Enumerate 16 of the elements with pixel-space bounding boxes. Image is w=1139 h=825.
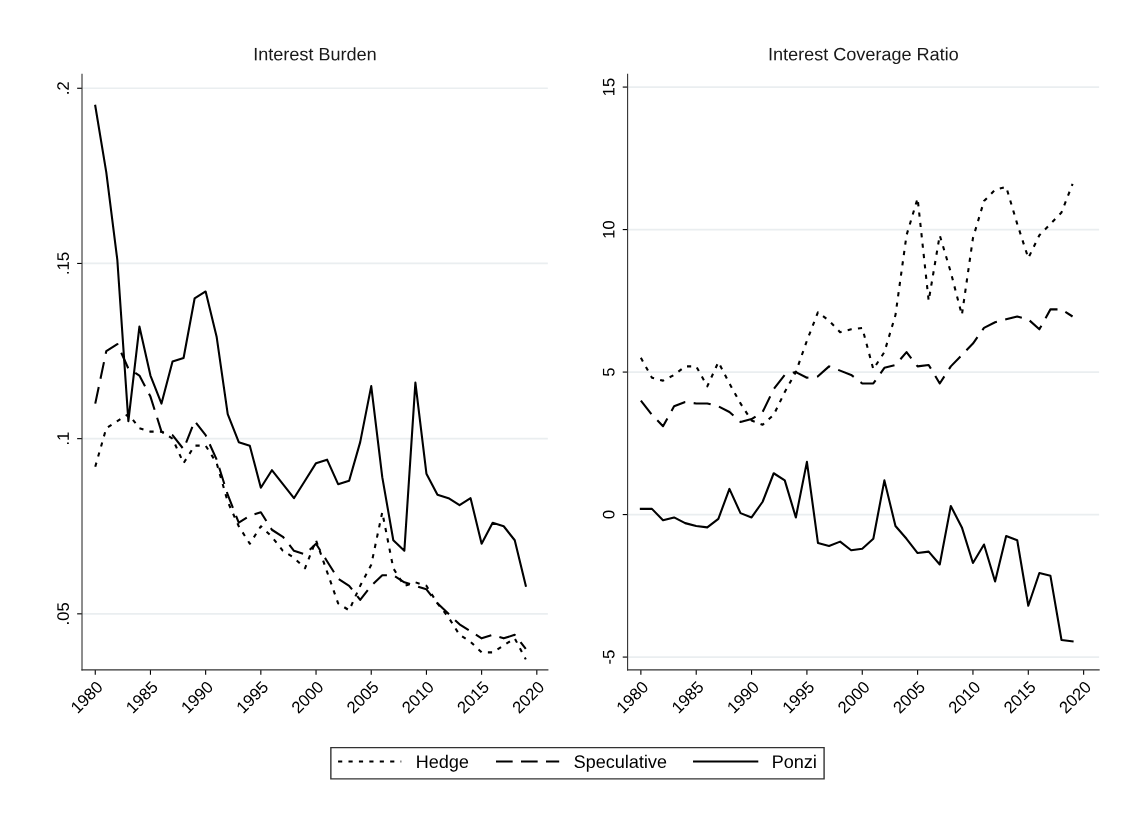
chart-title: Interest Coverage Ratio	[769, 47, 958, 65]
y-tick-label: 15	[602, 78, 615, 96]
y-tick-label: .1	[57, 432, 69, 445]
y-tick-label: -5	[602, 650, 615, 664]
legend-label: Ponzi	[773, 754, 816, 769]
y-tick-label: .05	[57, 602, 69, 624]
chart-title: Interest Burden	[254, 47, 376, 61]
line-series	[639, 182, 1074, 426]
y-tick-label: 5	[602, 368, 615, 377]
legend-label: Hedge	[417, 754, 469, 772]
y-tick-label: .15	[57, 252, 69, 274]
y-tick-label: 0	[602, 510, 615, 519]
line-series	[639, 460, 1074, 643]
legend-label: Speculative	[574, 754, 667, 772]
y-tick-label: .2	[57, 82, 69, 94]
y-tick-label: 10	[602, 220, 615, 238]
